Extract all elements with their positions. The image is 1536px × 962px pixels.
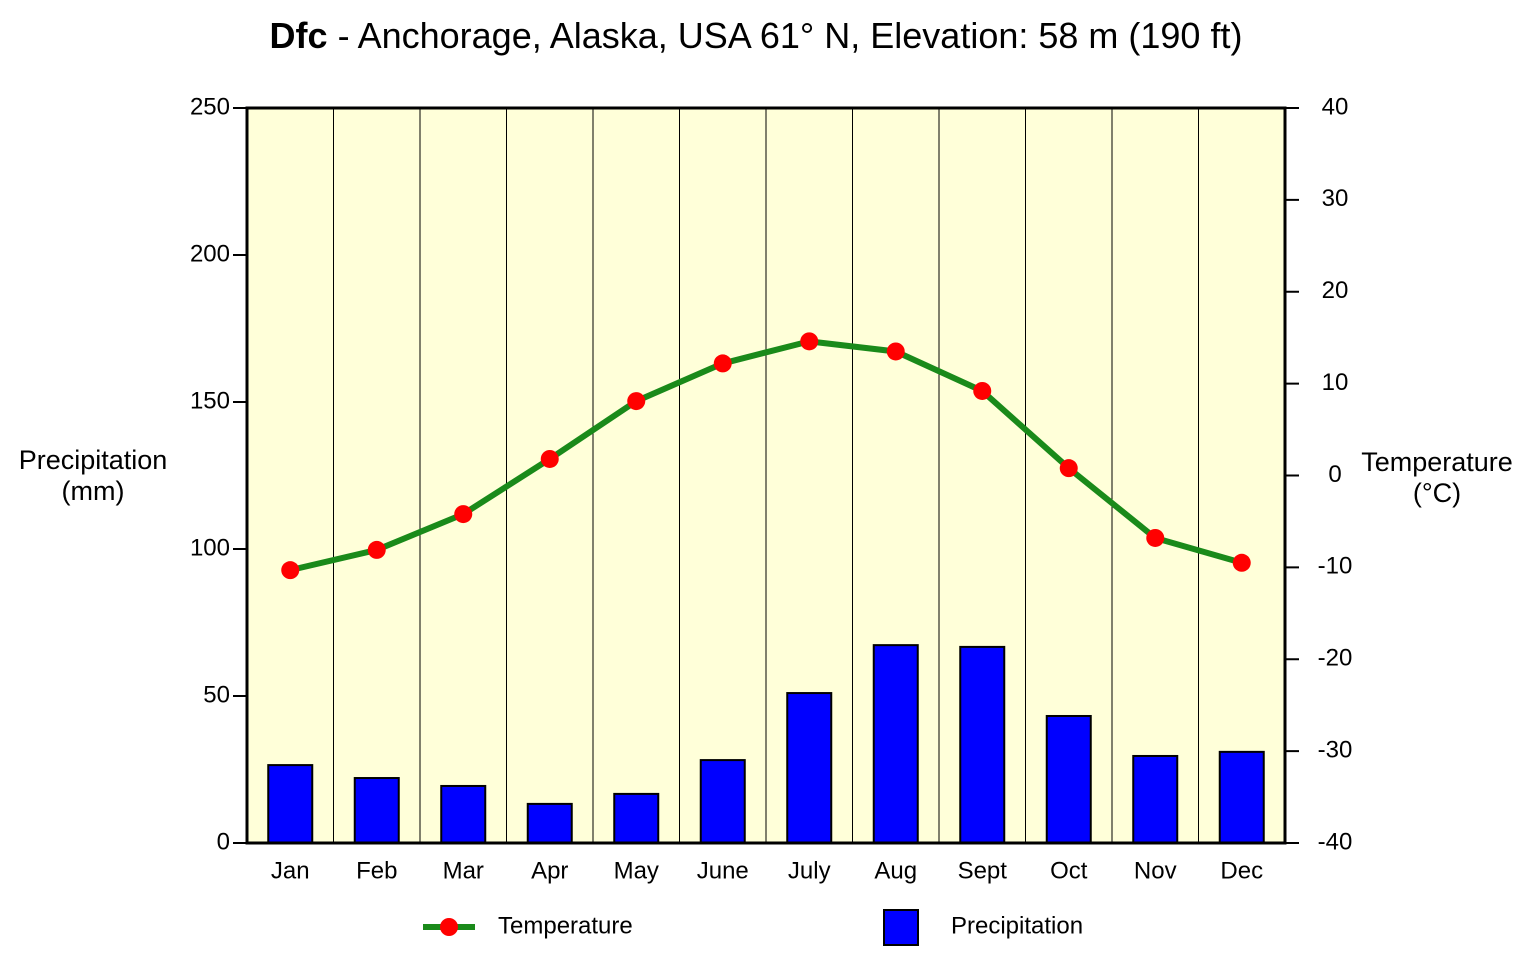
temperature-marker <box>1146 528 1165 547</box>
temperature-marker <box>886 342 905 361</box>
x-tick-label: Aug <box>874 857 917 884</box>
temperature-marker <box>800 332 819 351</box>
legend-marker <box>440 918 458 936</box>
title-text: - Anchorage, Alaska, USA 61° N, Elevatio… <box>338 15 1243 56</box>
y-tick-label: 150 <box>190 387 230 414</box>
x-tick-label: May <box>614 857 659 884</box>
x-tick-label: Oct <box>1050 857 1088 884</box>
precipitation-bar <box>267 764 314 845</box>
legend-label: Precipitation <box>951 912 1083 939</box>
temperature-marker <box>1232 553 1251 572</box>
plot-frame <box>245 106 1287 845</box>
precipitation-bar <box>353 777 400 844</box>
temperature-marker <box>627 392 646 411</box>
y-axis-label: (mm) <box>62 476 125 506</box>
y2-tick-label: 30 <box>1322 185 1349 212</box>
chart-title: Dfc - Anchorage, Alaska, USA 61° N, Elev… <box>270 15 1243 56</box>
x-tick-label: Jan <box>271 857 310 884</box>
precipitation-bar <box>613 792 660 844</box>
x-tick-label: Dec <box>1220 857 1263 884</box>
temperature-marker <box>281 561 300 580</box>
y2-tick-label: 0 <box>1328 461 1341 488</box>
temperature-marker <box>540 449 559 468</box>
precipitation-bar <box>526 802 573 845</box>
x-tick-label: July <box>788 857 831 884</box>
x-tick-label: Mar <box>443 857 484 884</box>
y2-axis-label: Temperature <box>1361 447 1513 477</box>
temperature-line <box>289 338 1243 574</box>
y2-tick-label: -40 <box>1318 828 1353 855</box>
y2-axis-label: (°C) <box>1413 478 1461 508</box>
temperature-marker <box>454 505 473 524</box>
y2-tick-label: -10 <box>1318 553 1353 580</box>
precipitation-bar <box>959 645 1006 844</box>
x-tick-label: Nov <box>1134 857 1177 884</box>
y-tick-label: 200 <box>190 240 230 267</box>
temperature-marker <box>367 540 386 559</box>
legend-label: Temperature <box>498 912 633 939</box>
temperature-marker <box>973 381 992 400</box>
y2-tick-label: -20 <box>1318 645 1353 672</box>
precipitation-bar <box>1132 754 1179 845</box>
y-tick-label: 0 <box>217 828 230 855</box>
y-tick-label: 250 <box>190 93 230 120</box>
precipitation-bar <box>440 784 487 844</box>
x-tick-label: Apr <box>531 857 568 884</box>
y-axis-label: Precipitation <box>19 445 168 475</box>
y2-tick-label: 40 <box>1322 93 1349 120</box>
temperature-marker <box>1059 459 1078 478</box>
title-code: Dfc <box>270 15 328 56</box>
y2-tick-label: 10 <box>1322 369 1349 396</box>
temperature-marker <box>713 354 732 373</box>
y2-tick-label: -30 <box>1318 736 1353 763</box>
x-tick-label: Feb <box>356 857 397 884</box>
y-tick-label: 100 <box>190 534 230 561</box>
precipitation-bar <box>1045 714 1092 845</box>
precipitation-bar <box>699 759 746 844</box>
legend-swatch <box>883 909 919 946</box>
precipitation-bar <box>1218 750 1265 844</box>
precipitation-bar <box>786 692 833 844</box>
x-tick-label: Sept <box>958 857 1008 884</box>
x-tick-label: June <box>697 857 749 884</box>
y2-tick-label: 20 <box>1322 277 1349 304</box>
precipitation-bar <box>872 644 919 844</box>
y-tick-label: 50 <box>203 681 230 708</box>
